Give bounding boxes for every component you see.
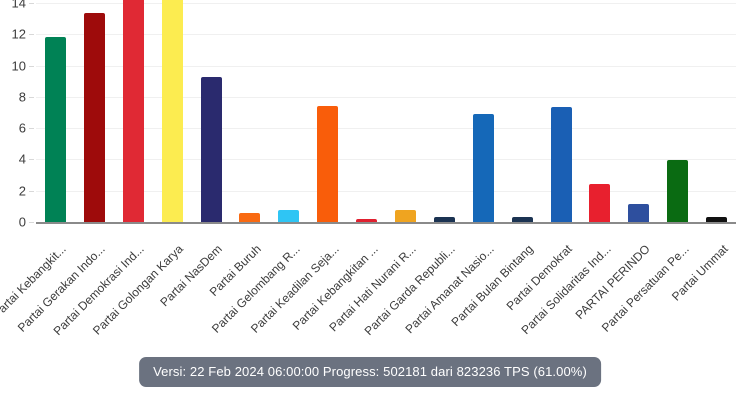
- bar[interactable]: [161, 0, 183, 222]
- y-axis-tick-mark: [29, 34, 34, 36]
- y-axis-tick-mark: [29, 96, 34, 98]
- bar[interactable]: [239, 212, 261, 222]
- y-axis-tick-label: 14: [11, 0, 26, 11]
- status-badge: Versi: 22 Feb 2024 06:00:00 Progress: 50…: [139, 357, 601, 387]
- gridline: [36, 190, 736, 192]
- gridline: [36, 65, 736, 67]
- bar[interactable]: [589, 183, 611, 222]
- bars-container: [36, 0, 736, 240]
- bar[interactable]: [317, 106, 339, 222]
- y-axis-tick-mark: [29, 159, 34, 161]
- y-axis-tick-label: 6: [18, 120, 26, 136]
- gridline: [36, 159, 736, 161]
- y-axis-tick-label: 0: [18, 214, 26, 230]
- bar[interactable]: [628, 204, 650, 222]
- bar[interactable]: [122, 0, 144, 222]
- y-axis-tick-label: 10: [11, 58, 26, 74]
- bar[interactable]: [706, 216, 728, 222]
- bar[interactable]: [278, 209, 300, 222]
- y-axis-tick-label: 12: [11, 26, 26, 42]
- plot-area: [36, 0, 736, 240]
- x-axis-labels: Partai Kebangkit... Partai Gerakan Indo..…: [0, 242, 736, 364]
- gridline: [36, 34, 736, 36]
- bar[interactable]: [200, 76, 222, 222]
- y-axis-tick-mark: [29, 222, 34, 223]
- bar[interactable]: [433, 217, 455, 222]
- bar[interactable]: [394, 210, 416, 222]
- bar[interactable]: [356, 218, 378, 222]
- gridlines: [36, 0, 736, 240]
- bar[interactable]: [83, 13, 105, 222]
- gridline: [36, 3, 736, 5]
- y-axis-tick-mark: [29, 65, 34, 67]
- bar[interactable]: [667, 160, 689, 222]
- y-axis-tick-mark: [29, 190, 34, 192]
- y-axis-tick-label: 2: [18, 183, 26, 199]
- y-axis-tick-mark: [29, 128, 34, 130]
- bar[interactable]: [472, 114, 494, 222]
- bar[interactable]: [511, 217, 533, 222]
- y-axis: 0246810121416: [0, 0, 34, 240]
- y-axis-tick-label: 8: [18, 89, 26, 105]
- bar[interactable]: [44, 37, 66, 222]
- y-axis-tick-mark: [29, 3, 34, 5]
- gridline: [36, 96, 736, 98]
- gridline: [36, 128, 736, 130]
- x-axis-baseline: [36, 222, 736, 224]
- bar[interactable]: [550, 107, 572, 222]
- y-axis-tick-label: 4: [18, 151, 26, 167]
